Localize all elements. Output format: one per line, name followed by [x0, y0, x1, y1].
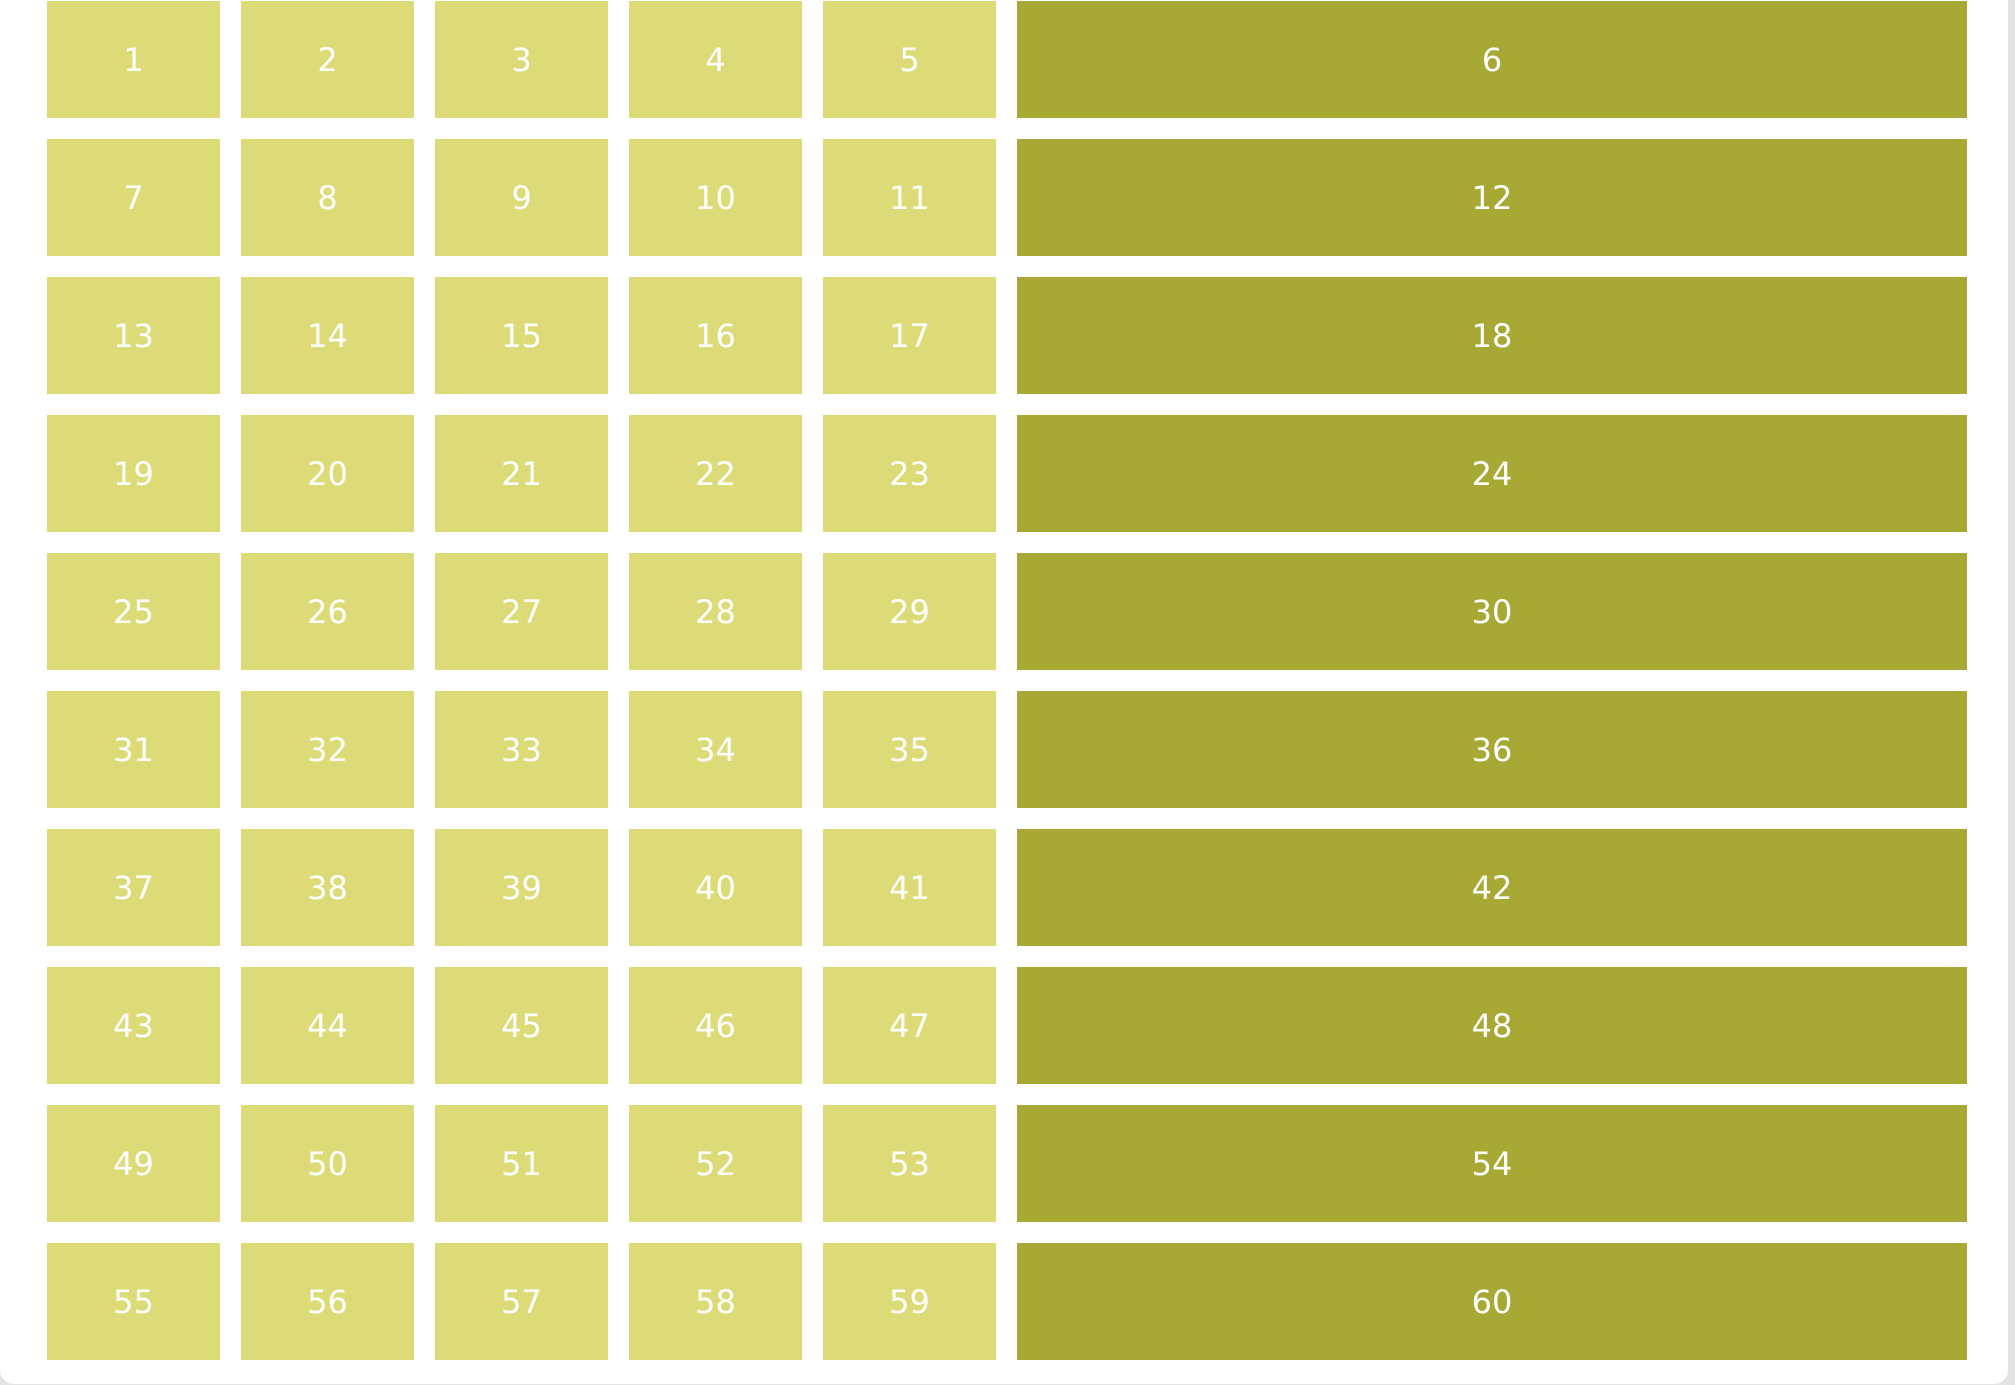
grid-cell: 39 [435, 829, 608, 946]
grid-cell: 58 [629, 1243, 802, 1360]
grid-cell: 3 [435, 1, 608, 118]
grid-cell: 19 [47, 415, 220, 532]
grid-cell: 32 [241, 691, 414, 808]
grid-cell-wide: 6 [1017, 1, 1967, 118]
grid-cell: 49 [47, 1105, 220, 1222]
grid-cell: 26 [241, 553, 414, 670]
grid-cell: 2 [241, 1, 414, 118]
grid-cell-wide: 12 [1017, 139, 1967, 256]
grid-cell: 44 [241, 967, 414, 1084]
grid-cell: 38 [241, 829, 414, 946]
grid-cell: 1 [47, 1, 220, 118]
grid-cell: 16 [629, 277, 802, 394]
grid-cell: 34 [629, 691, 802, 808]
grid-cell: 17 [823, 277, 996, 394]
grid-cell: 50 [241, 1105, 414, 1222]
grid-cell: 14 [241, 277, 414, 394]
grid-cell: 7 [47, 139, 220, 256]
grid-cell-wide: 30 [1017, 553, 1967, 670]
grid-cell: 13 [47, 277, 220, 394]
grid-cell: 51 [435, 1105, 608, 1222]
number-grid: 1 2 3 4 5 6 7 8 9 10 11 12 13 14 15 16 17 18 19 20 21 22 23 24 2… [47, 1, 1967, 1360]
grid-cell: 46 [629, 967, 802, 1084]
grid-cell-wide: 48 [1017, 967, 1967, 1084]
grid-cell-wide: 24 [1017, 415, 1967, 532]
grid-cell: 43 [47, 967, 220, 1084]
grid-cell-wide: 36 [1017, 691, 1967, 808]
grid-cell: 4 [629, 1, 802, 118]
grid-cell-wide: 60 [1017, 1243, 1967, 1360]
grid-cell: 31 [47, 691, 220, 808]
grid-cell: 59 [823, 1243, 996, 1360]
grid-cell: 41 [823, 829, 996, 946]
grid-cell: 23 [823, 415, 996, 532]
grid-cell: 20 [241, 415, 414, 532]
grid-cell: 22 [629, 415, 802, 532]
grid-cell: 45 [435, 967, 608, 1084]
grid-cell: 5 [823, 1, 996, 118]
grid-cell-wide: 18 [1017, 277, 1967, 394]
grid-cell: 29 [823, 553, 996, 670]
grid-cell-wide: 42 [1017, 829, 1967, 946]
grid-cell-wide: 54 [1017, 1105, 1967, 1222]
grid-cell: 9 [435, 139, 608, 256]
grid-cell: 40 [629, 829, 802, 946]
grid-cell: 47 [823, 967, 996, 1084]
grid-cell: 25 [47, 553, 220, 670]
grid-cell: 53 [823, 1105, 996, 1222]
grid-cell: 55 [47, 1243, 220, 1360]
grid-cell: 57 [435, 1243, 608, 1360]
grid-cell: 15 [435, 277, 608, 394]
grid-cell: 10 [629, 139, 802, 256]
grid-cell: 56 [241, 1243, 414, 1360]
grid-cell: 37 [47, 829, 220, 946]
grid-cell: 11 [823, 139, 996, 256]
grid-cell: 21 [435, 415, 608, 532]
grid-cell: 8 [241, 139, 414, 256]
grid-cell: 52 [629, 1105, 802, 1222]
grid-cell: 28 [629, 553, 802, 670]
grid-cell: 27 [435, 553, 608, 670]
grid-cell: 33 [435, 691, 608, 808]
grid-cell: 35 [823, 691, 996, 808]
